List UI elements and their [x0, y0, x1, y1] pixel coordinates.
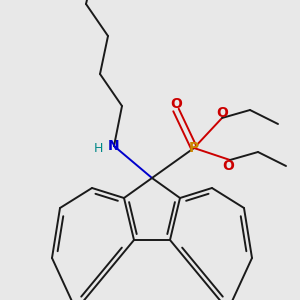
Text: N: N [108, 139, 120, 153]
Text: O: O [216, 106, 228, 120]
Text: O: O [170, 97, 182, 111]
Text: O: O [222, 159, 234, 173]
Text: P: P [189, 141, 199, 155]
Text: H: H [93, 142, 103, 154]
